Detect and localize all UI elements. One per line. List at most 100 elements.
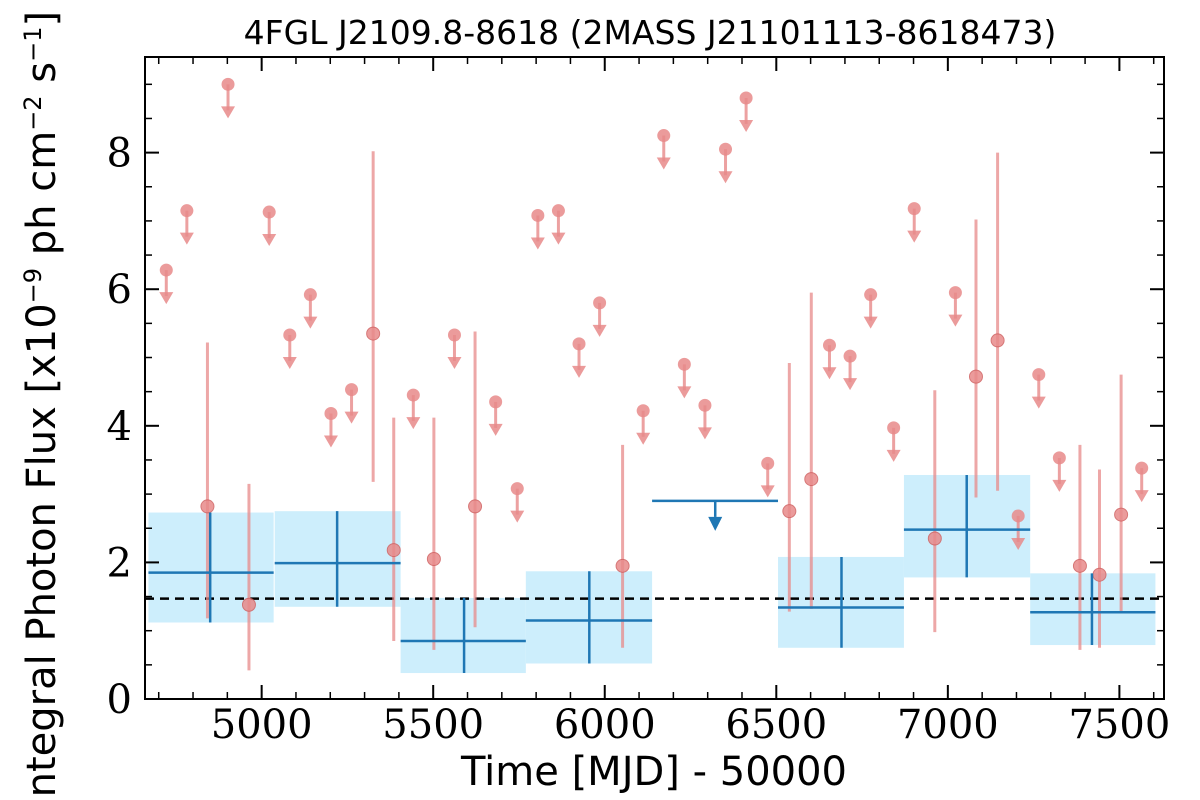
short-bin-point — [1072, 558, 1087, 573]
upper-limit-arrow — [551, 232, 566, 245]
y-axis-label-exp1: −9 — [19, 268, 47, 303]
upper-limit-point — [531, 208, 545, 222]
long-bin-layer — [148, 474, 1156, 674]
upper-limit-point — [1052, 451, 1066, 465]
upper-limit-arrow — [1052, 479, 1067, 492]
upper-limit-arrow — [262, 234, 277, 247]
upper-limit-arrow — [488, 423, 503, 436]
short-bin-point — [241, 597, 256, 612]
upper-limit-point — [303, 288, 317, 302]
upper-limit-point — [1011, 509, 1025, 523]
upper-limit-arrow — [636, 432, 651, 445]
upper-limit-arrow — [822, 367, 837, 380]
short-bin-point — [990, 333, 1005, 348]
upper-limit-point — [510, 482, 524, 496]
chart-title: 4FGL J2109.8-8618 (2MASS J21101113-86184… — [244, 13, 1057, 52]
upper-limit-point — [406, 388, 420, 402]
upper-limit-arrow — [1134, 490, 1149, 503]
upper-limit-point — [636, 404, 650, 418]
upper-limit-arrow — [323, 435, 338, 448]
x-axis-label: Time [MJD] - 50000 — [460, 749, 847, 795]
upper-limit-point — [677, 357, 691, 371]
short-bin-point — [426, 551, 441, 566]
y-axis-label-prefix: Integral Photon Flux [x10 — [19, 303, 65, 800]
upper-limit-arrow — [718, 171, 733, 184]
upper-limit-point — [822, 338, 836, 352]
upper-limit-arrow — [530, 237, 545, 250]
y-axis-label-s: s — [19, 62, 65, 96]
y-axis-label-exp3: −1 — [19, 26, 47, 61]
upper-limit-arrow — [282, 356, 297, 369]
x-tick-label: 6500 — [725, 702, 827, 748]
x-tick-label: 7500 — [1068, 702, 1170, 748]
y-axis-label-exp2: −2 — [19, 95, 47, 130]
upper-limit-arrow — [303, 316, 318, 329]
upper-limit-point — [283, 328, 297, 342]
x-tick-label: 5500 — [382, 702, 484, 748]
long-bin-band-layer — [148, 474, 1156, 674]
upper-limit-arrow — [406, 417, 421, 430]
upper-limit-arrow — [697, 427, 712, 440]
short-bin-point — [200, 499, 215, 514]
x-tick-label: 5000 — [211, 702, 313, 748]
upper-limit-point — [221, 77, 235, 91]
short-bin-point — [468, 499, 483, 514]
y-tick-label: 6 — [107, 267, 132, 313]
upper-limit-arrow — [760, 485, 775, 498]
upper-limit-point — [159, 263, 173, 277]
short-bin-point — [968, 369, 983, 384]
short-bin-point — [782, 504, 797, 519]
y-tick-label: 8 — [107, 131, 132, 177]
upper-limit-point — [761, 456, 775, 470]
short-bin-point — [1092, 567, 1107, 582]
short-bin-point — [366, 326, 381, 341]
upper-limit-arrow — [159, 292, 174, 305]
y-tick-label: 0 — [107, 677, 132, 723]
plot-frame — [144, 56, 1165, 700]
upper-limit-point — [345, 383, 359, 397]
short-bin-point — [804, 472, 819, 487]
y-tick-label: 4 — [107, 404, 132, 450]
upper-limit-arrow — [1011, 537, 1026, 550]
short-bin-layer — [159, 77, 1149, 671]
upper-limit-arrow — [948, 314, 963, 327]
x-tick-label: 6000 — [554, 702, 656, 748]
upper-limit-point — [593, 296, 607, 310]
short-bin-point — [615, 558, 630, 573]
upper-limit-arrow — [886, 449, 901, 462]
upper-limit-point — [698, 398, 712, 412]
upper-limit-point — [262, 205, 276, 219]
y-tick-label: 2 — [107, 540, 132, 586]
short-bin-point — [927, 531, 942, 546]
upper-limit-arrow — [592, 324, 607, 337]
upper-limit-point — [1135, 461, 1149, 475]
upper-limit-point — [864, 288, 878, 302]
upper-limit-point — [180, 204, 194, 218]
upper-limit-point — [843, 349, 857, 363]
x-tick-label: 7000 — [897, 702, 999, 748]
short-bin-point — [386, 543, 401, 558]
upper-limit-arrow — [572, 365, 587, 378]
upper-limit-point — [489, 395, 503, 409]
upper-limit-arrow — [179, 232, 194, 245]
upper-limit-arrow — [739, 119, 754, 132]
y-axis-label-units: ph cm — [19, 131, 65, 268]
upper-limit-arrow — [221, 106, 236, 119]
upper-limit-arrow — [843, 378, 858, 391]
upper-limit-point — [948, 286, 962, 300]
upper-limit-arrow — [863, 316, 878, 329]
long-bin-upper-limit-arrow — [708, 516, 723, 531]
upper-limit-point — [447, 328, 461, 342]
upper-limit-point — [1032, 368, 1046, 382]
upper-limit-point — [551, 204, 565, 218]
upper-limit-point — [739, 91, 753, 105]
upper-limit-arrow — [907, 230, 922, 243]
upper-limit-arrow — [447, 356, 462, 369]
upper-limit-arrow — [344, 411, 359, 424]
upper-limit-point — [657, 129, 671, 143]
upper-limit-point — [907, 202, 921, 216]
y-axis-label: Integral Photon Flux [x10−9 ph cm−2 s−1] — [19, 11, 65, 800]
upper-limit-point — [324, 407, 338, 421]
axis-ticks-layer: 5000 5500 6000 6500 7000 7500 0 2 4 6 8 — [107, 57, 1170, 748]
